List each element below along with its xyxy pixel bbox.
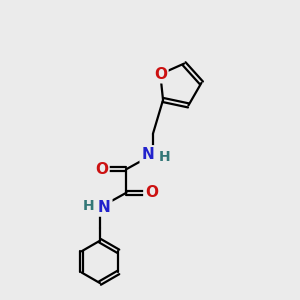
- Text: H: H: [83, 199, 94, 213]
- Text: N: N: [141, 147, 154, 162]
- Text: H: H: [158, 150, 170, 164]
- Text: O: O: [95, 162, 108, 177]
- Text: O: O: [154, 67, 167, 82]
- Text: N: N: [98, 200, 111, 215]
- Text: O: O: [145, 185, 158, 200]
